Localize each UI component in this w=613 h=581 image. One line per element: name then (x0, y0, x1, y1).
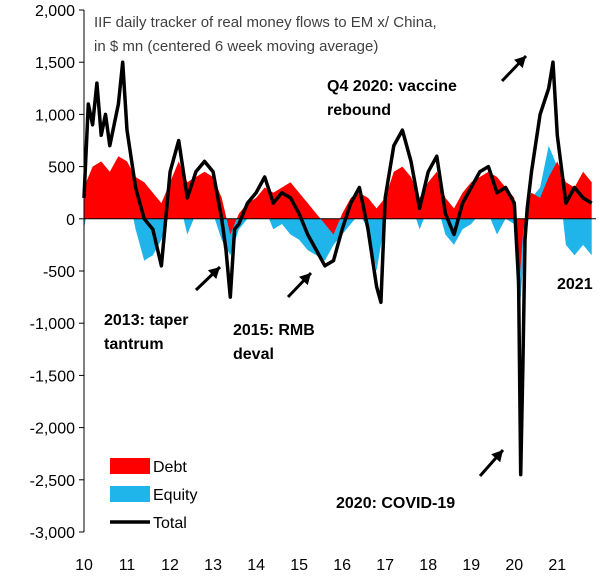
annotation-covid-label: 2020: COVID-19 (336, 495, 455, 512)
annotation-vaccine-label: rebound (327, 102, 391, 119)
x-tick-label: 12 (161, 557, 179, 574)
annotation-rmb-label: deval (233, 346, 274, 363)
x-tick-label: 20 (505, 557, 523, 574)
series-total-line (84, 62, 592, 474)
x-tick-label: 19 (462, 557, 480, 574)
legend: Debt Equity Total (110, 458, 197, 532)
x-tick-label: 11 (119, 557, 136, 574)
x-tick-label: 13 (204, 557, 222, 574)
x-tick-label: 16 (333, 557, 351, 574)
legend-equity-swatch (110, 486, 150, 502)
y-tick-label: 1,000 (35, 107, 75, 124)
x-tick-label: 10 (75, 557, 93, 574)
annotation-rmb-label: 2015: RMB (233, 322, 315, 339)
x-tick-label: 15 (290, 557, 308, 574)
annotation-taper-label: tantrum (104, 336, 164, 353)
legend-debt-label: Debt (153, 459, 187, 476)
y-tick-label: 1,500 (35, 55, 75, 72)
y-tick-label: -500 (43, 264, 75, 281)
annotation-taper-label: 2013: taper (104, 312, 189, 329)
chart-title-line-2: in $ mn (centered 6 week moving average) (94, 38, 378, 55)
y-tick-label: -2,500 (30, 473, 75, 490)
x-tick-label: 21 (548, 557, 566, 574)
x-tick-label: 18 (419, 557, 437, 574)
legend-equity-label: Equity (153, 487, 197, 504)
line-layer (84, 62, 592, 474)
annotation-vaccine-label: Q4 2020: vaccine (327, 78, 457, 95)
legend-debt-swatch (110, 458, 150, 474)
legend-total-label: Total (153, 515, 187, 532)
chart: IIF daily tracker of real money flows to… (0, 0, 613, 581)
y-tick-label: -1,500 (30, 368, 75, 385)
chart-svg: IIF daily tracker of real money flows to… (0, 0, 613, 581)
y-tick-label: -1,000 (30, 316, 75, 333)
y-tick-label: -3,000 (30, 525, 75, 542)
title: IIF daily tracker of real money flows to… (94, 14, 437, 55)
y-tick-label: 2,000 (35, 3, 75, 20)
x-tick-label: 14 (247, 557, 265, 574)
y-tick-label: 500 (48, 160, 75, 177)
x-tick-label: 17 (376, 557, 394, 574)
y-tick-label: -2,000 (30, 421, 75, 438)
y-tick-label: 0 (66, 212, 75, 229)
chart-title-line-1: IIF daily tracker of real money flows to… (94, 14, 437, 31)
annotation-yr2021-label: 2021 (557, 276, 593, 293)
